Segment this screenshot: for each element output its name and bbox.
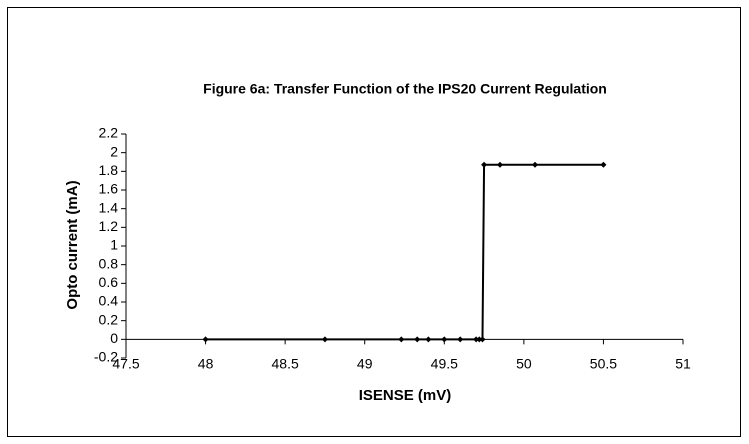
y-tick-label: 0.8 (99, 255, 119, 271)
y-tick-label: 0.2 (99, 311, 119, 327)
data-point (457, 336, 464, 343)
y-tick-label: 0.6 (99, 274, 119, 290)
data-point (441, 336, 448, 343)
data-point (425, 336, 432, 343)
y-tick-label: 0 (110, 330, 118, 346)
y-tick-label: 2.2 (99, 125, 119, 141)
data-point (398, 336, 405, 343)
y-tick-label: 1.4 (99, 199, 119, 215)
x-tick-label: 50 (516, 356, 532, 372)
y-tick-label: 1 (110, 237, 118, 253)
data-point (531, 161, 538, 168)
data-point (600, 161, 607, 168)
y-tick-label: 2 (110, 143, 118, 159)
x-axis-title: ISENSE (mV) (359, 387, 452, 404)
x-tick-label: 49.5 (431, 356, 458, 372)
x-tick-label: 48 (198, 356, 214, 372)
data-point (321, 336, 328, 343)
data-point (481, 161, 488, 168)
y-tick-label: 1.2 (99, 218, 119, 234)
y-axis-title: Opto current (mA) (64, 180, 81, 309)
data-point (496, 161, 503, 168)
x-tick-label: 50.5 (590, 356, 617, 372)
chart-title: Figure 6a: Transfer Function of the IPS2… (203, 81, 607, 97)
data-point (479, 336, 486, 343)
data-point (476, 336, 483, 343)
y-tick-label: -0.2 (94, 349, 118, 365)
data-point (202, 336, 209, 343)
x-tick-label: 49 (357, 356, 373, 372)
chart-border (7, 7, 741, 437)
y-tick-label: 0.4 (99, 293, 119, 309)
data-point (473, 336, 480, 343)
y-tick-label: 1.6 (99, 181, 119, 197)
y-tick-label: 1.8 (99, 162, 119, 178)
x-tick-label: 47.5 (112, 356, 139, 372)
x-tick-label: 51 (675, 356, 691, 372)
x-tick-label: 48.5 (272, 356, 299, 372)
data-point (414, 336, 421, 343)
